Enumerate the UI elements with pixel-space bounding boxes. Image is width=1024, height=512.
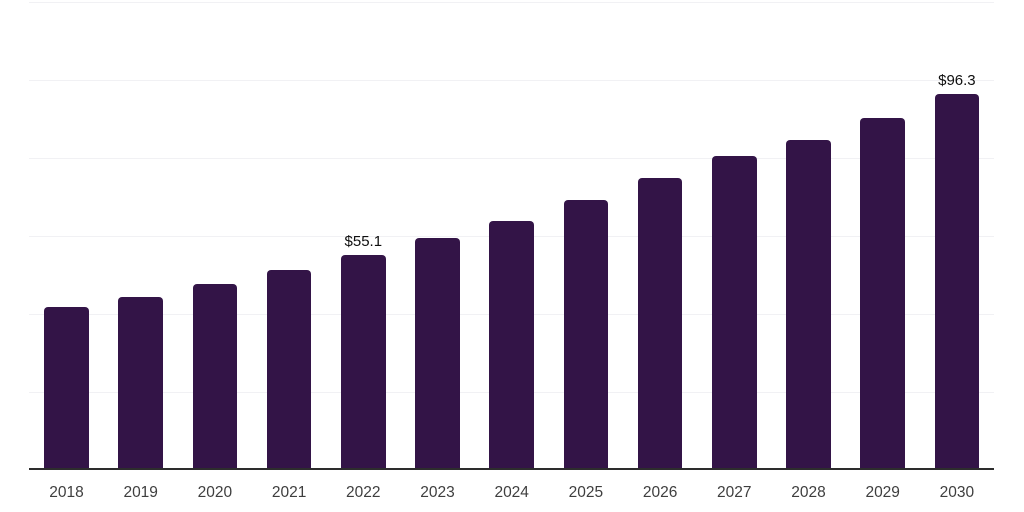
bar-2018 (44, 306, 89, 470)
x-tick-label-2019: 2019 (123, 484, 158, 501)
bar-2023 (415, 238, 460, 470)
x-tick-label-2029: 2029 (865, 484, 900, 501)
bar-2022 (341, 255, 386, 470)
x-tick-label-2027: 2027 (717, 484, 752, 501)
x-tick-label-2020: 2020 (197, 484, 233, 501)
x-tick-label-2026: 2026 (642, 484, 678, 501)
bar-2030 (934, 94, 980, 470)
gridline-80 (29, 158, 994, 159)
x-tick-label-2018: 2018 (49, 484, 84, 501)
bar-2024 (489, 220, 534, 470)
x-tick-label-2025: 2025 (568, 484, 604, 501)
bar-2028 (786, 140, 831, 470)
bar-2020 (192, 283, 238, 470)
bar-2026 (637, 178, 683, 470)
x-tick-label-2023: 2023 (420, 484, 455, 501)
bar-2025 (563, 200, 609, 470)
x-axis-line (29, 468, 994, 470)
x-tick-label-2030: 2030 (939, 484, 975, 501)
bar-2019 (118, 296, 163, 470)
x-tick-label-2024: 2024 (494, 484, 529, 501)
bar-2029 (860, 117, 905, 470)
bar-2021 (266, 269, 312, 470)
bar-value-label-2022: $55.1 (344, 233, 383, 251)
gridline-120 (29, 2, 994, 3)
bar-2027 (712, 156, 757, 470)
plot-area: $55.1 $96.3 (29, 2, 994, 470)
x-tick-label-2022: 2022 (346, 484, 381, 501)
gridline-100 (29, 80, 994, 81)
bar-value-label-2030: $96.3 (938, 72, 976, 90)
x-tick-label-2028: 2028 (791, 484, 826, 501)
x-tick-label-2021: 2021 (271, 484, 307, 501)
